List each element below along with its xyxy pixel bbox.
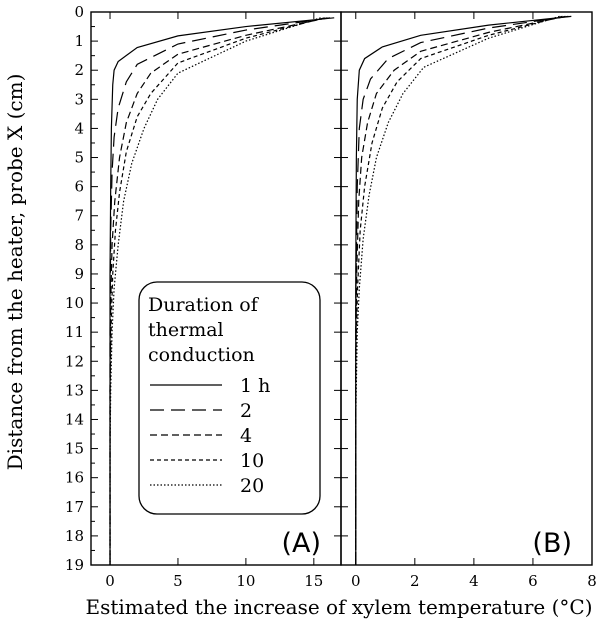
x-tick-label: 8 [587, 572, 597, 590]
y-tick-label: 4 [74, 119, 84, 137]
series-line-4 [355, 15, 566, 565]
y-tick-label: 19 [65, 556, 84, 574]
legend: Duration of thermal conduction 1 h 2 4 10 20 [138, 281, 321, 515]
y-tick-label: 2 [74, 61, 84, 79]
x-tick-label: 2 [410, 572, 420, 590]
legend-box [138, 281, 321, 515]
legend-title-line-1: Duration of [148, 294, 260, 316]
x-tick-label: 15 [304, 572, 323, 590]
x-tick-label: 6 [528, 572, 538, 590]
series-line-1h [355, 15, 572, 565]
y-tick-label: 12 [65, 352, 84, 370]
series-line-20 [109, 17, 321, 565]
plot-frame [340, 11, 593, 566]
x-tick-label: 0 [105, 572, 115, 590]
y-tick-label: 13 [65, 381, 84, 399]
series-line-2 [109, 17, 331, 565]
y-tick-label: 8 [74, 236, 84, 254]
y-tick-label: 3 [74, 90, 84, 108]
series-line-10 [109, 17, 325, 565]
x-tick-label: 0 [351, 572, 361, 590]
y-axis-title: Distance from the heater, probe X (cm) [3, 74, 27, 471]
y-tick-label: 0 [74, 3, 84, 21]
legend-entry-label: 4 [240, 425, 252, 447]
panel-a: 0 5 10 15 (A) [90, 11, 342, 590]
panel-b: 0 2 4 6 8 (B) [340, 11, 597, 590]
y-tick-label: 9 [74, 265, 84, 283]
x-tick-label: 4 [469, 572, 479, 590]
legend-title-line-2: thermal [148, 319, 224, 341]
y-tick-label: 16 [65, 469, 84, 487]
series-line-2 [355, 15, 569, 565]
x-tick-label: 5 [173, 572, 183, 590]
series-line-1h [109, 17, 335, 565]
y-tick-label: 17 [65, 498, 84, 516]
y-tick-label: 7 [74, 207, 84, 225]
legend-entry-label: 2 [240, 400, 252, 422]
legend-entry-label: 10 [240, 450, 264, 472]
y-tick-label: 14 [65, 410, 84, 428]
y-tick-label: 18 [65, 527, 84, 545]
y-tick-label: 6 [74, 178, 84, 196]
legend-entry-label: 20 [240, 475, 264, 497]
y-tick-label: 15 [65, 440, 84, 458]
y-tick-label: 10 [65, 294, 84, 312]
x-tick-label: 10 [236, 572, 255, 590]
y-tick-label: 11 [65, 323, 84, 341]
series-line-10 [355, 15, 563, 565]
panel-label: (B) [532, 528, 572, 559]
y-tick-label: 1 [74, 32, 84, 50]
x-axis-title: Estimated the increase of xylem temperat… [85, 595, 592, 619]
y-axis-title-group: Distance from the heater, probe X (cm) [3, 74, 27, 471]
y-tick-label: 5 [74, 149, 84, 167]
legend-entry-label: 1 h [240, 375, 270, 397]
series-line-20 [355, 15, 560, 565]
legend-title-line-3: conduction [148, 344, 255, 366]
panel-label: (A) [281, 528, 321, 559]
